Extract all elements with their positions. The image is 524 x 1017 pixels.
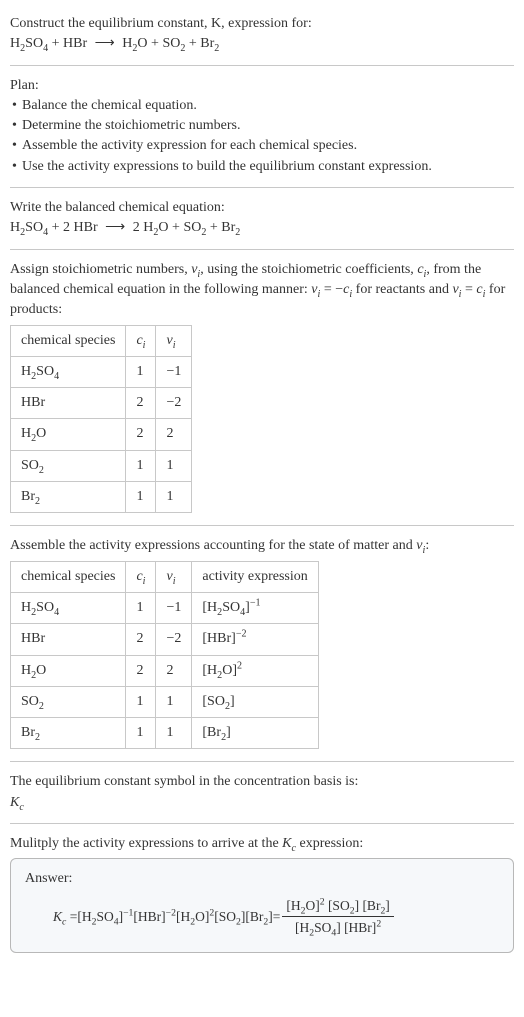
col-ci: ci [126,325,156,356]
plan-item: •Use the activity expressions to build t… [12,157,514,177]
table-row: Br2 1 1 [11,482,192,513]
species: H2O [122,36,147,51]
species: Br2 [200,36,219,51]
table-row: H2SO4 1 −1 [H2SO4]−1 [11,592,319,623]
divider [10,525,514,526]
col-nui: νi [156,561,192,592]
species: SO2 [162,36,185,51]
plan-item: •Assemble the activity expression for ea… [12,136,514,156]
kc-symbol-text: The equilibrium constant symbol in the c… [10,772,514,792]
kc-symbol-section: The equilibrium constant symbol in the c… [10,766,514,819]
divider [10,823,514,824]
species: Br2 [221,220,240,235]
table-header-row: chemical species ci νi [11,325,192,356]
species: HBr [63,36,87,51]
plan-section: Plan: •Balance the chemical equation. •D… [10,70,514,183]
species: SO2 [183,220,206,235]
table-row: SO2 1 1 [11,450,192,481]
table-header-row: chemical species ci νi activity expressi… [11,561,319,592]
col-species: chemical species [11,561,126,592]
balanced-equation: H2SO4 + 2 HBr ⟶ 2 H2O + SO2 + Br2 [10,218,514,238]
multiply-text: Mulitply the activity expressions to arr… [10,834,514,854]
activity-section: Assemble the activity expressions accoun… [10,530,514,757]
divider [10,187,514,188]
table-row: HBr 2 −2 [HBr]−2 [11,624,319,655]
table-row: H2O 2 2 [11,419,192,450]
balanced-section: Write the balanced chemical equation: H2… [10,192,514,245]
col-species: chemical species [11,325,126,356]
table-row: H2SO4 1 −1 [11,356,192,387]
answer-box: Answer: Kc = [H2SO4]−1 [HBr]−2 [H2O]2 [S… [10,858,514,952]
unbalanced-equation: H2SO4 + HBr ⟶ H2O + SO2 + Br2 [10,34,514,54]
final-expression: Kc = [H2SO4]−1 [HBr]−2 [H2O]2 [SO2] [Br2… [25,896,499,938]
plan-item: •Balance the chemical equation. [12,96,514,116]
table-row: SO2 1 1 [SO2] [11,686,319,717]
species: H2SO4 [10,220,48,235]
species: H2O [143,220,168,235]
prompt-section: Construct the equilibrium constant, K, e… [10,8,514,61]
plan-list: •Balance the chemical equation. •Determi… [10,96,514,177]
plan-heading: Plan: [10,76,514,96]
species: H2SO4 [10,36,48,51]
table-row: HBr 2 −2 [11,388,192,419]
col-nui: νi [156,325,192,356]
fraction: [H2O]2 [SO2] [Br2] [H2SO4] [HBr]2 [282,896,393,938]
species: HBr [74,220,98,235]
activity-table: chemical species ci νi activity expressi… [10,561,319,750]
prompt-text: Construct the equilibrium constant, K, e… [10,14,514,34]
multiply-section: Mulitply the activity expressions to arr… [10,828,514,959]
denominator: [H2SO4] [HBr]2 [282,917,393,938]
col-activity: activity expression [192,561,318,592]
bullet-icon: • [12,157,22,177]
arrow-icon: ⟶ [101,220,129,235]
kc-symbol: Kc [10,793,514,813]
divider [10,65,514,66]
bullet-icon: • [12,116,22,136]
numerator: [H2O]2 [SO2] [Br2] [282,896,393,918]
prompt-line1: Construct the equilibrium constant, K, e… [10,16,312,31]
assign-text: Assign stoichiometric numbers, νi, using… [10,260,514,321]
divider [10,761,514,762]
activity-intro: Assemble the activity expressions accoun… [10,536,514,556]
balanced-label: Write the balanced chemical equation: [10,198,514,218]
bullet-icon: • [12,136,22,156]
divider [10,249,514,250]
table-row: Br2 1 1 [Br2] [11,718,319,749]
col-ci: ci [126,561,156,592]
assign-section: Assign stoichiometric numbers, νi, using… [10,254,514,522]
plan-item: •Determine the stoichiometric numbers. [12,116,514,136]
arrow-icon: ⟶ [91,36,119,51]
answer-label: Answer: [25,869,499,889]
table-row: H2O 2 2 [H2O]2 [11,655,319,686]
stoich-table: chemical species ci νi H2SO4 1 −1 HBr 2 … [10,325,192,514]
bullet-icon: • [12,96,22,116]
